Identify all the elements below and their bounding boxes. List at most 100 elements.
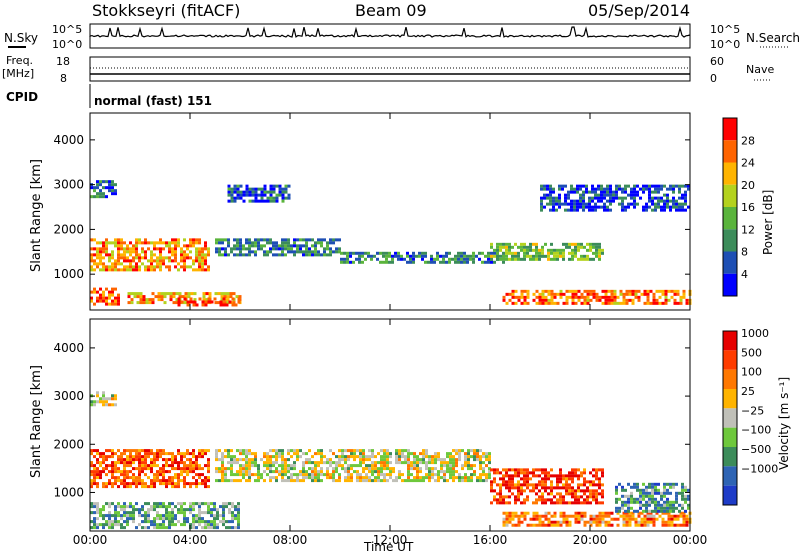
echo-cell — [189, 470, 192, 474]
echo-cell — [373, 254, 376, 258]
echo-cell — [192, 268, 195, 272]
echo-cell — [436, 257, 439, 261]
echo-cell — [111, 268, 114, 272]
echo-cell — [180, 247, 183, 251]
echo-cell — [111, 302, 114, 306]
echo-cell — [156, 449, 159, 453]
echo-cell — [568, 245, 571, 249]
echo-cell — [141, 458, 144, 462]
echo-cell — [517, 489, 520, 493]
echo-cell — [216, 517, 219, 521]
echo-cell — [183, 511, 186, 515]
echo-cell — [305, 244, 308, 248]
echo-cell — [183, 253, 186, 257]
echo-cell — [266, 473, 269, 477]
echo-cell — [239, 184, 243, 188]
echo-cell — [269, 250, 272, 254]
echo-cell — [254, 238, 257, 242]
echo-cell — [368, 458, 371, 462]
echo-cell — [397, 257, 400, 261]
echo-cell — [583, 489, 586, 493]
echo-cell — [595, 251, 598, 255]
echo-cell — [550, 492, 553, 496]
echo-cell — [248, 464, 251, 468]
echo-cell — [398, 476, 401, 480]
echo-cell — [147, 508, 150, 512]
echo-cell — [221, 467, 224, 471]
echo-cell — [482, 455, 485, 459]
echo-cell — [464, 476, 467, 480]
echo-cell — [320, 455, 323, 459]
echo-cell — [356, 479, 359, 483]
echo-cell — [541, 486, 544, 490]
echo-cell — [538, 514, 542, 518]
echo-cell — [287, 250, 290, 254]
echo-cell — [144, 265, 147, 269]
echo-cell — [224, 455, 227, 459]
echo-cell — [392, 470, 395, 474]
echo-cell — [552, 199, 555, 203]
echo-cell — [105, 403, 108, 407]
echo-cell — [582, 199, 585, 203]
echo-cell — [287, 452, 290, 456]
echo-cell — [609, 199, 612, 203]
echo-cell — [287, 247, 290, 251]
echo-cell — [371, 473, 374, 477]
echo-cell — [678, 205, 681, 209]
echo-cell — [574, 251, 577, 255]
echo-cell — [340, 251, 343, 255]
echo-cell — [595, 517, 599, 521]
time-axis-ticks: 00:00 04:00 08:00 12:00 16:00 20:00 00:00 — [73, 113, 707, 547]
echo-cell — [207, 464, 210, 468]
echo-cell — [580, 501, 583, 505]
echo-cell — [670, 517, 674, 521]
echo-cell — [592, 289, 596, 293]
echo-cell — [654, 190, 657, 194]
echo-cell — [332, 470, 335, 474]
echo-cell — [180, 467, 183, 471]
echo-cell — [266, 458, 269, 462]
echo-cell — [661, 520, 665, 524]
echo-cell — [553, 520, 557, 524]
echo-cell — [127, 295, 131, 299]
echo-cell — [177, 449, 180, 453]
echo-cell — [177, 508, 180, 512]
echo-cell — [493, 260, 496, 264]
echo-cell — [320, 253, 323, 257]
echo-cell — [204, 259, 207, 263]
echo-cell — [186, 265, 189, 269]
echo-cell — [221, 458, 224, 462]
echo-cell — [93, 455, 96, 459]
echo-cell — [425, 452, 428, 456]
echo-cell — [99, 268, 102, 272]
echo-cell — [254, 190, 258, 194]
echo-cell — [102, 505, 105, 509]
echo-cell — [120, 479, 123, 483]
echo-cell — [544, 301, 548, 305]
echo-cell — [598, 257, 601, 261]
echo-cell — [272, 455, 275, 459]
echo-cell — [374, 479, 377, 483]
echo-cell — [248, 467, 251, 471]
echo-cell — [159, 514, 162, 518]
echo-cell — [493, 498, 496, 502]
colorbar-segment — [723, 273, 737, 296]
echo-cell — [96, 247, 99, 251]
echo-cell — [595, 523, 599, 527]
echo-cell — [547, 492, 550, 496]
cpid-value: normal (fast) 151 — [94, 94, 212, 108]
echo-cell — [661, 523, 665, 527]
echo-cell — [682, 511, 686, 515]
echo-cell — [99, 397, 102, 401]
echo-cell — [129, 265, 132, 269]
echo-cell — [177, 479, 180, 483]
echo-cell — [132, 514, 135, 518]
echo-cell — [485, 464, 488, 468]
echo-cell — [669, 503, 672, 507]
echo-cell — [311, 250, 314, 254]
echo-cell — [654, 205, 657, 209]
echo-cell — [147, 265, 150, 269]
echo-cell — [320, 241, 323, 245]
echo-cell — [661, 301, 665, 305]
echo-cell — [126, 505, 129, 509]
